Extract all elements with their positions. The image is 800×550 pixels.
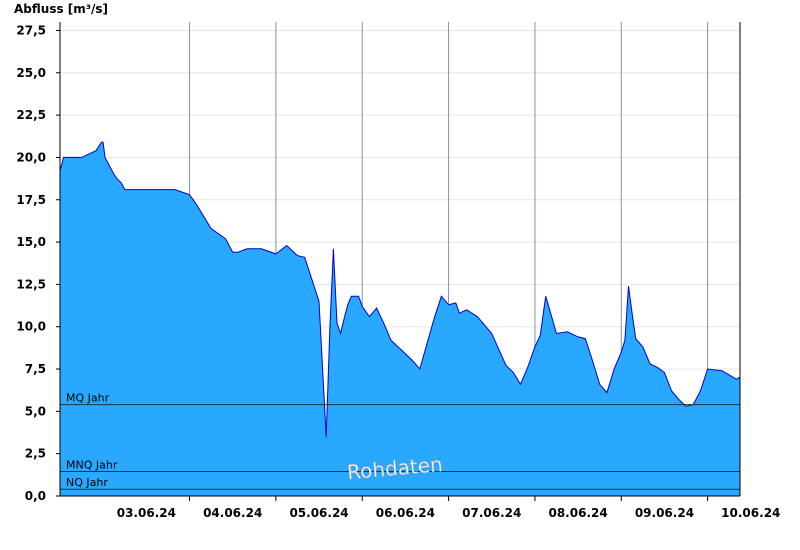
area-layer [60, 141, 740, 496]
y-tick-label: 2,5 [25, 447, 46, 461]
x-tick-label: 08.06.24 [548, 506, 607, 520]
y-tick-label: 27,5 [16, 23, 46, 37]
y-tick-label: 20,0 [16, 150, 46, 164]
y-tick-label: 7,5 [25, 362, 46, 376]
x-tick-label: 10.06.24 [721, 506, 780, 520]
x-tick-label: 04.06.24 [203, 506, 262, 520]
y-tick-label: 0,0 [25, 489, 46, 503]
reference-line-label: MNQ Jahr [66, 458, 118, 471]
reference-line-label: MQ Jahr [66, 392, 110, 405]
x-tick-label: 07.06.24 [462, 506, 521, 520]
y-axis-label: Abfluss [m³/s] [14, 2, 108, 16]
y-tick-label: 17,5 [16, 193, 46, 207]
x-tick-label: 05.06.24 [289, 506, 348, 520]
x-ticks: 03.06.24 04.06.24 05.06.24 06.06.24 07.06.24… [117, 496, 780, 520]
y-tick-label: 10,0 [16, 320, 46, 334]
y-tick-label: 25,0 [16, 66, 46, 80]
axes [59, 22, 741, 497]
y-tick-label: 5,0 [25, 404, 46, 418]
reference-line-label: NQ Jahr [66, 476, 108, 489]
discharge-area [60, 142, 740, 496]
y-tick-label: 15,0 [16, 235, 46, 249]
y-tick-label: 12,5 [16, 277, 46, 291]
x-tick-label: 06.06.24 [376, 506, 435, 520]
y-ticks: 0,0 2,5 5,0 7,5 10,0 12,5 15,0 17,5 20,0 22,5 25,0… [16, 23, 60, 503]
x-tick-label: 03.06.24 [117, 506, 176, 520]
y-tick-label: 22,5 [16, 108, 46, 122]
x-tick-label: 09.06.24 [635, 506, 694, 520]
reference-lines: MQ Jahr MNQ Jahr NQ Jahr [60, 392, 740, 490]
discharge-line [60, 141, 740, 437]
